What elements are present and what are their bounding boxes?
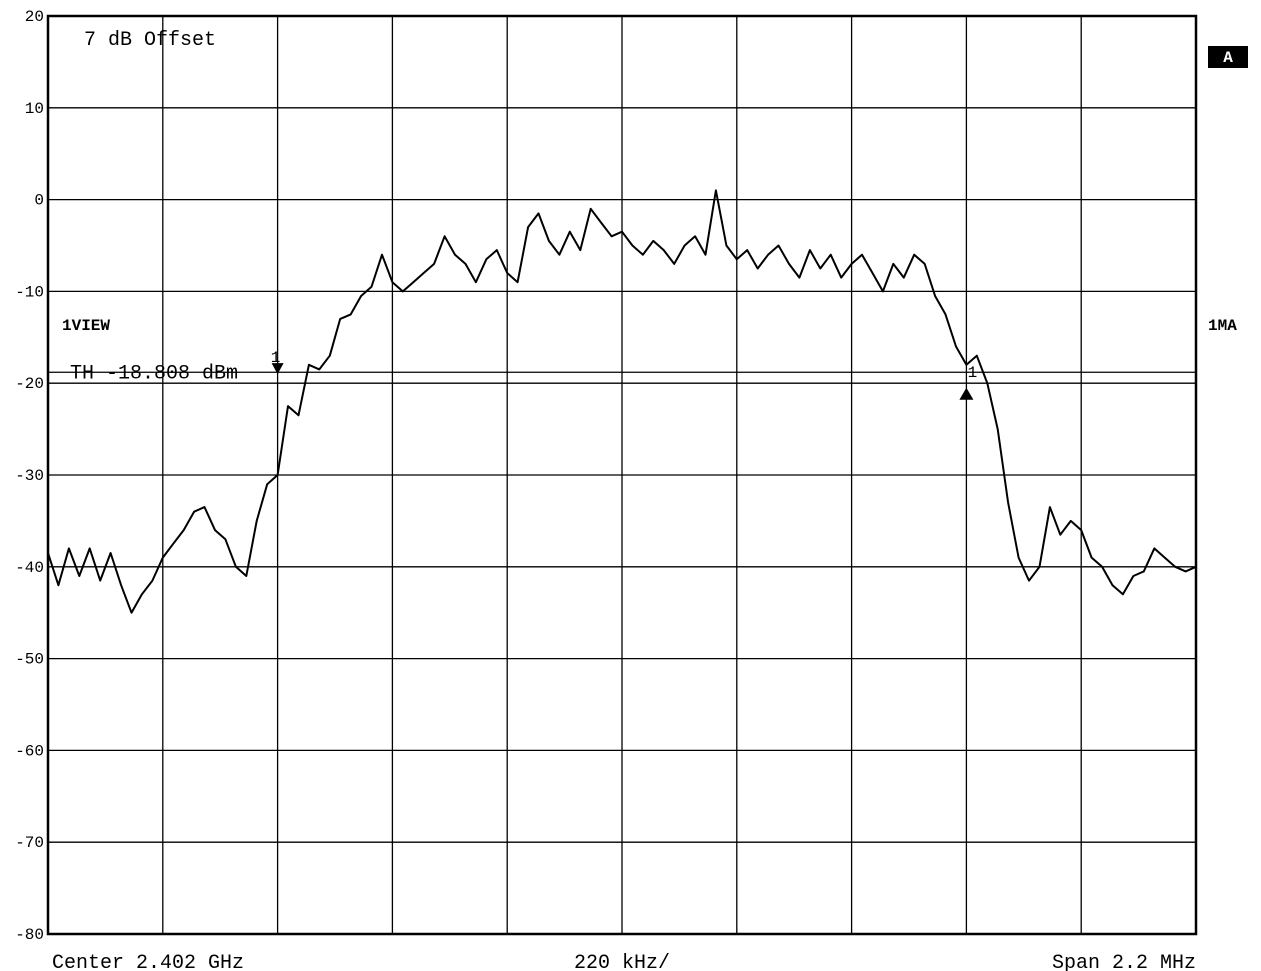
y-tick-label: 0 xyxy=(34,192,44,210)
x-center-label: Center 2.402 GHz xyxy=(52,952,244,971)
y-tick-labels: 20 10 0 -10 -20 -30 -40 -50 -60 -70 -80 xyxy=(15,8,44,944)
y-tick-label: 10 xyxy=(25,100,44,118)
y-tick-label: -80 xyxy=(15,926,44,944)
plot-frame xyxy=(46,14,1198,936)
spectrum-trace xyxy=(47,189,1197,614)
right-label: 1MA xyxy=(1208,317,1237,335)
x-span-label: Span 2.2 MHz xyxy=(1052,952,1196,971)
y-tick-label: -30 xyxy=(15,467,44,485)
y-tick-label: -60 xyxy=(15,742,44,760)
marker-label: 1 xyxy=(271,349,281,367)
marker-label: 1 xyxy=(968,364,978,382)
y-tick-label: -40 xyxy=(15,559,44,577)
x-per-division-label: 220 kHz/ xyxy=(574,952,670,971)
y-tick-label: 20 xyxy=(25,8,44,26)
mode-badge: A xyxy=(1208,46,1248,68)
y-tick-label: -10 xyxy=(15,283,44,301)
markers: 11 xyxy=(271,349,977,400)
mode-badge-text: A xyxy=(1223,49,1233,67)
y-tick-label: -50 xyxy=(15,651,44,669)
mode-badge-box xyxy=(1208,46,1248,68)
y-tick-label: -70 xyxy=(15,834,44,852)
offset-label: 7 dB Offset xyxy=(84,29,216,52)
marker-triangle xyxy=(959,387,974,400)
threshold-label: TH -18.808 dBm xyxy=(70,362,238,385)
trace-view-label: 1VIEW xyxy=(62,317,110,335)
y-tick-label: -20 xyxy=(15,375,44,393)
marker-triangle xyxy=(271,363,284,375)
